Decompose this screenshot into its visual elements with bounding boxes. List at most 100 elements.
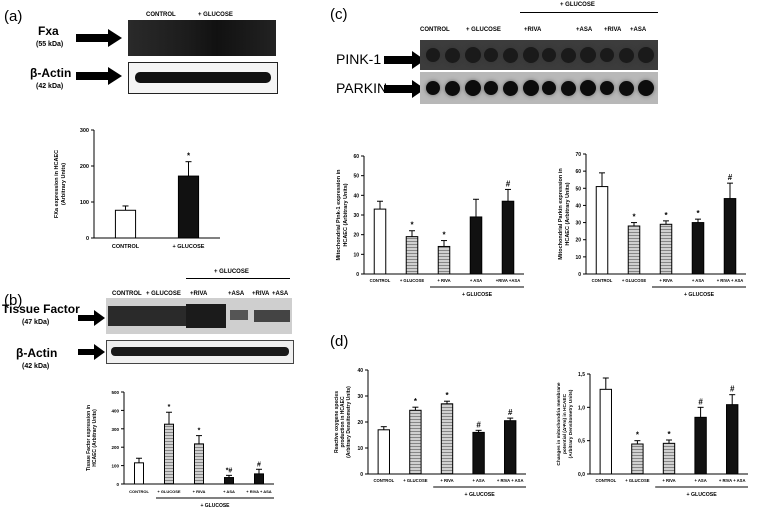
bar — [595, 186, 609, 275]
bar — [440, 403, 454, 475]
category-label: + RIVA + ASA — [719, 478, 746, 483]
category-label: + RIVA — [440, 478, 453, 483]
chart-ros-production: Reactive oxygene species production in HC… — [334, 368, 526, 498]
category-label: + RIVA — [659, 278, 672, 283]
category-label: + ASA — [223, 489, 235, 494]
blot-b-header-riva: +RIVA — [190, 291, 208, 297]
significance-mark: * — [187, 152, 191, 161]
arrow-icon — [384, 80, 425, 98]
bar — [177, 175, 200, 239]
panel-c-label: (c) — [330, 6, 348, 23]
blot-b-header-glucose: + GLUCOSE — [146, 291, 181, 297]
category-label: CONTROL — [373, 478, 394, 483]
arrow-icon — [78, 344, 105, 360]
blot-a-row2-kda: (42 kDa) — [36, 83, 64, 90]
y-tick-label: 0,0 — [578, 472, 585, 478]
blot-c-header-riva: +RIVA — [524, 27, 542, 33]
blot-b-header-riva2: +RIVA — [252, 291, 270, 297]
category-label: + RIVA — [662, 478, 675, 483]
blot-b-row2-kda: (42 kDa) — [22, 363, 50, 370]
significance-mark: * — [198, 428, 201, 435]
blot-a-actin — [128, 62, 278, 94]
blot-spot — [638, 80, 655, 96]
y-tick-label: 100 — [80, 200, 89, 206]
significance-mark: * — [632, 213, 636, 222]
bar — [726, 404, 739, 475]
blot-b-actin — [106, 340, 294, 364]
significance-mark: * — [667, 430, 671, 439]
significance-mark: * — [410, 221, 414, 230]
blot-spot — [522, 47, 539, 63]
bar — [723, 198, 737, 275]
panel-d-label: (d) — [330, 333, 349, 350]
bar — [114, 209, 137, 239]
y-tick-label: 40 — [575, 203, 581, 209]
bar — [469, 216, 483, 275]
category-label: CONTROL — [370, 278, 391, 283]
y-tick-label: 1,5 — [578, 372, 585, 378]
bar — [599, 388, 612, 475]
blot-c-row2-name: PARKIN — [336, 80, 388, 96]
y-axis-label: (Arbitrary Units) — [61, 163, 67, 205]
blot-spot — [541, 48, 556, 62]
bar — [405, 236, 419, 275]
y-axis-label: potential (ΔΨm) in HCAEC — [562, 393, 568, 454]
blot-c-header-glucose: + GLUCOSE — [466, 27, 501, 33]
category-label: + GLUCOSE — [173, 244, 205, 250]
category-label: + GLUCOSE — [403, 478, 428, 483]
blot-spot — [464, 80, 481, 96]
y-axis-label: HCAEC (Arbitrary Units) — [92, 409, 98, 467]
y-axis-label: FXa expression in HCAEC — [54, 150, 60, 218]
bar — [631, 443, 644, 475]
category-label: CONTROL — [592, 278, 613, 283]
category-label: + RIVA + ASA — [717, 278, 744, 283]
blot-c-row1-name: PINK-1 — [336, 51, 382, 67]
chart-membrane-potential: Changes in mitochondria membrane potentia… — [556, 372, 748, 498]
bar — [472, 431, 485, 475]
bar — [194, 443, 204, 485]
y-axis-label: (Arbitrary Densitometry Units) — [568, 389, 574, 458]
y-tick-label: 10 — [357, 446, 363, 452]
bar — [409, 409, 422, 475]
category-label: CONTROL — [129, 489, 149, 494]
y-tick-label: 0 — [86, 236, 89, 242]
blot-spot — [483, 48, 498, 62]
blot-c-header-asa: +ASA — [576, 27, 593, 33]
y-tick-label: 0 — [356, 272, 359, 278]
group-label: + GLUCOSE — [462, 292, 493, 298]
arrow-icon — [76, 67, 122, 85]
significance-mark: * — [445, 391, 449, 400]
significance-mark: * — [414, 397, 418, 406]
blot-spot — [445, 80, 461, 96]
significance-mark: # — [730, 385, 735, 394]
panel-b-label: (b) — [4, 292, 23, 309]
y-tick-label: 1,0 — [578, 405, 585, 411]
y-tick-label: 0 — [116, 482, 119, 487]
blot-spot — [561, 80, 577, 96]
chart-parkin-expression: Mitochondrial Parkin expression in HCAEC … — [558, 152, 746, 298]
blot-a-row1-kda: (55 kDa) — [36, 41, 64, 48]
category-label: + GLUCOSE — [622, 278, 647, 283]
category-label: + RIVA + ASA — [497, 478, 524, 483]
blot-b-header-control: CONTROL — [112, 291, 142, 297]
blot-spot — [426, 48, 440, 62]
blot-b-tissue-factor — [106, 298, 292, 334]
blot-c-pink1 — [420, 40, 658, 70]
significance-mark: * — [696, 209, 700, 218]
significance-mark: # — [508, 408, 513, 417]
blot-a-header-glucose: + GLUCOSE — [198, 12, 233, 18]
bar — [437, 245, 451, 275]
blot-b-group-line — [186, 278, 290, 279]
blot-spot — [426, 81, 440, 95]
blot-b-header-asa: +ASA — [228, 291, 245, 297]
significance-mark: * — [636, 431, 640, 440]
y-axis-label: Tissue Factor expression in — [86, 405, 92, 471]
blot-c-parkin — [420, 72, 658, 104]
bar — [694, 416, 707, 475]
group-label: + GLUCOSE — [465, 492, 496, 498]
arrow-icon — [76, 29, 122, 47]
y-axis-label: Mitochondrial Parkin expression in — [558, 168, 564, 260]
panel-a-label: (a) — [4, 8, 23, 25]
significance-mark: # — [728, 173, 733, 182]
significance-mark: # — [506, 179, 511, 188]
